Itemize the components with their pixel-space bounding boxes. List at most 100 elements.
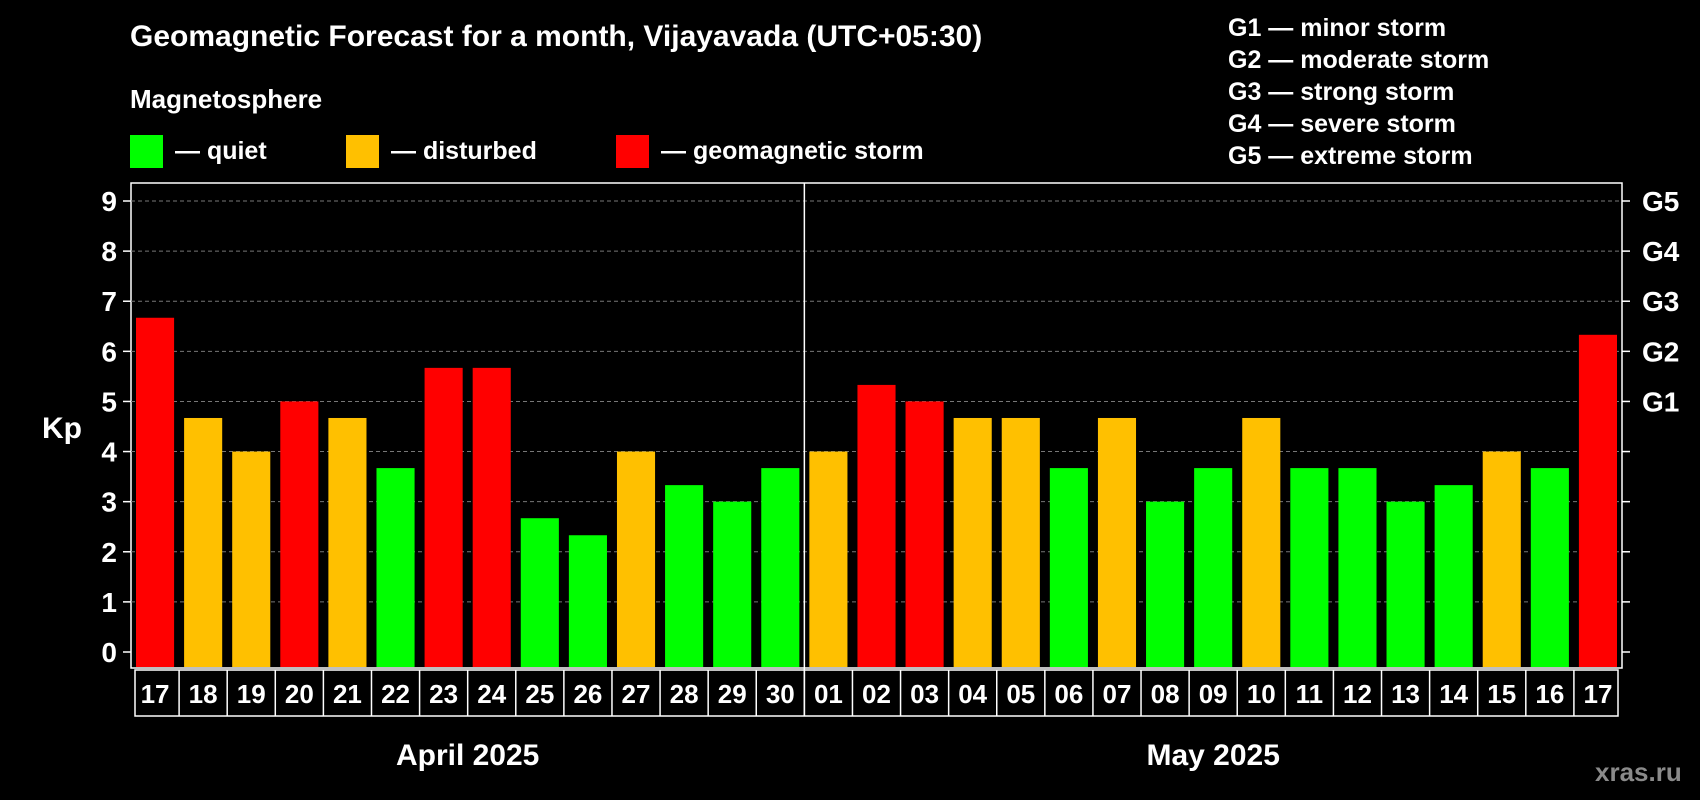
storm-scale-legend: G1 — minor storm G2 — moderate storm G3 … [1228,12,1489,172]
right-axis-label-g2: G2 [1642,336,1679,367]
x-tick-label: 06 [1054,679,1083,709]
right-axis-label-g5: G5 [1642,186,1679,217]
bar [953,417,992,667]
month-label: April 2025 [396,739,539,772]
x-tick-label: 11 [1296,679,1324,709]
bar [328,417,367,667]
plot-frame [130,182,1623,669]
x-tick-label: 02 [862,679,891,709]
bar [424,367,463,667]
legend-label-quiet: — quiet [175,136,267,165]
bar [520,518,559,667]
right-axis-label-g3: G3 [1642,286,1679,317]
x-tick-label: 23 [429,679,458,709]
x-tick-label: 17 [141,679,170,709]
x-tick-label: 14 [1439,679,1468,709]
y-tick-label: 4 [101,437,117,468]
bar [1482,451,1521,667]
y-axis-label: Kp [42,412,82,445]
y-tick-label: 0 [101,637,117,668]
bar [616,451,656,667]
legend-storm: — geomagnetic storm [616,134,924,168]
legend-swatch-quiet [130,134,163,168]
x-tick-label: 19 [237,679,266,709]
legend-swatch-storm [616,134,649,168]
storm-scale-g3: G3 — strong storm [1228,78,1455,106]
x-tick-label: 24 [477,679,506,709]
legend-quiet: — quiet [130,134,267,168]
y-tick-label: 6 [101,336,117,367]
bar [713,501,752,667]
x-tick-label: 15 [1487,679,1516,709]
chart-title: Geomagnetic Forecast for a month, Vijaya… [130,20,983,53]
right-axis-label-g1: G1 [1642,386,1679,417]
x-tick-label: 10 [1247,679,1276,709]
bar [857,384,896,667]
bar [1338,468,1377,667]
bar [1097,417,1137,667]
x-tick-label: 09 [1199,679,1228,709]
bar [1001,417,1040,667]
y-tick-label: 2 [101,537,117,568]
x-tick-label: 16 [1535,679,1564,709]
bar [1146,501,1185,667]
legend-swatch-disturbed [346,134,379,168]
x-tick-label: 17 [1583,679,1612,709]
bar [1290,468,1329,667]
bar [1194,468,1233,667]
bar [1578,334,1617,667]
bar [1242,417,1281,667]
x-tick-label: 08 [1151,679,1180,709]
bar [761,468,800,667]
x-tick-label: 29 [718,679,747,709]
bar [809,451,848,667]
bar [184,417,223,667]
y-tick-label: 1 [101,587,117,618]
bar [1530,468,1569,667]
bar [665,485,704,667]
day-label-frame [134,669,1619,717]
watermark: xras.ru [1595,757,1682,787]
x-tick-label: 18 [189,679,218,709]
x-tick-label: 25 [525,679,554,709]
bar [568,535,607,667]
y-tick-label: 8 [101,236,117,267]
storm-scale-g5: G5 — extreme storm [1228,142,1473,170]
y-tick-label: 9 [101,186,117,217]
bar [376,468,415,667]
x-tick-label: 26 [573,679,602,709]
legend-label-storm: — geomagnetic storm [661,136,924,165]
storm-scale-g2: G2 — moderate storm [1228,46,1490,74]
y-tick-label: 3 [101,487,117,518]
legend-heading: Magnetosphere [130,84,323,114]
bar [472,367,511,667]
bar [1434,485,1473,667]
y-tick-label: 5 [101,386,117,417]
x-tick-label: 01 [814,679,843,709]
legend-label-disturbed: — disturbed [391,136,537,165]
bar [1386,501,1425,667]
x-tick-label: 13 [1391,679,1420,709]
x-tick-label: 20 [285,679,314,709]
x-tick-label: 05 [1006,679,1035,709]
x-tick-label: 21 [333,679,362,709]
legend-disturbed: — disturbed [346,134,537,168]
x-tick-label: 04 [958,679,987,709]
x-tick-label: 12 [1343,679,1372,709]
y-tick-label: 7 [101,286,117,317]
bar [136,317,175,667]
storm-scale-g1: G1 — minor storm [1228,14,1447,42]
storm-scale-g4: G4 — severe storm [1228,110,1456,138]
bar [905,401,944,667]
bar [1049,468,1088,667]
x-tick-label: 28 [670,679,699,709]
x-tick-label: 30 [766,679,795,709]
x-tick-label: 07 [1103,679,1132,709]
right-axis-label-g4: G4 [1642,236,1680,267]
x-tick-label: 22 [381,679,410,709]
bar [280,401,319,667]
x-tick-label: 27 [622,679,651,709]
x-tick-label: 03 [910,679,939,709]
month-label: May 2025 [1146,739,1279,772]
